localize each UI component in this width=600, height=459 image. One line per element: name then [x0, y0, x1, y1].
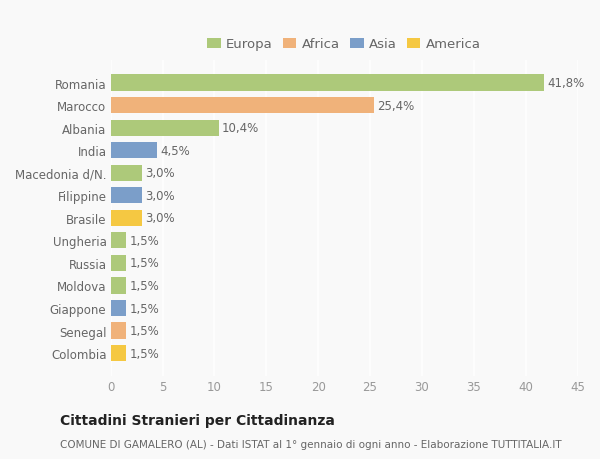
Text: 3,0%: 3,0%: [145, 190, 175, 202]
Text: 3,0%: 3,0%: [145, 167, 175, 180]
Text: 25,4%: 25,4%: [377, 100, 415, 112]
Text: COMUNE DI GAMALERO (AL) - Dati ISTAT al 1° gennaio di ogni anno - Elaborazione T: COMUNE DI GAMALERO (AL) - Dati ISTAT al …: [60, 440, 562, 449]
Bar: [110, 143, 157, 159]
Bar: [110, 165, 142, 181]
Text: Cittadini Stranieri per Cittadinanza: Cittadini Stranieri per Cittadinanza: [60, 414, 335, 428]
Text: 41,8%: 41,8%: [547, 77, 585, 90]
Bar: [110, 345, 126, 361]
Text: 1,5%: 1,5%: [130, 302, 159, 315]
Bar: [110, 98, 374, 114]
Bar: [110, 188, 142, 204]
Legend: Europa, Africa, Asia, America: Europa, Africa, Asia, America: [208, 38, 481, 51]
Text: 1,5%: 1,5%: [130, 257, 159, 270]
Text: 1,5%: 1,5%: [130, 235, 159, 247]
Bar: [110, 75, 544, 91]
Bar: [110, 255, 126, 271]
Bar: [110, 120, 218, 136]
Text: 1,5%: 1,5%: [130, 347, 159, 360]
Bar: [110, 278, 126, 294]
Text: 1,5%: 1,5%: [130, 325, 159, 337]
Bar: [110, 210, 142, 226]
Text: 1,5%: 1,5%: [130, 280, 159, 292]
Text: 3,0%: 3,0%: [145, 212, 175, 225]
Bar: [110, 233, 126, 249]
Bar: [110, 323, 126, 339]
Text: 10,4%: 10,4%: [221, 122, 259, 135]
Text: 4,5%: 4,5%: [160, 145, 190, 157]
Bar: [110, 300, 126, 316]
